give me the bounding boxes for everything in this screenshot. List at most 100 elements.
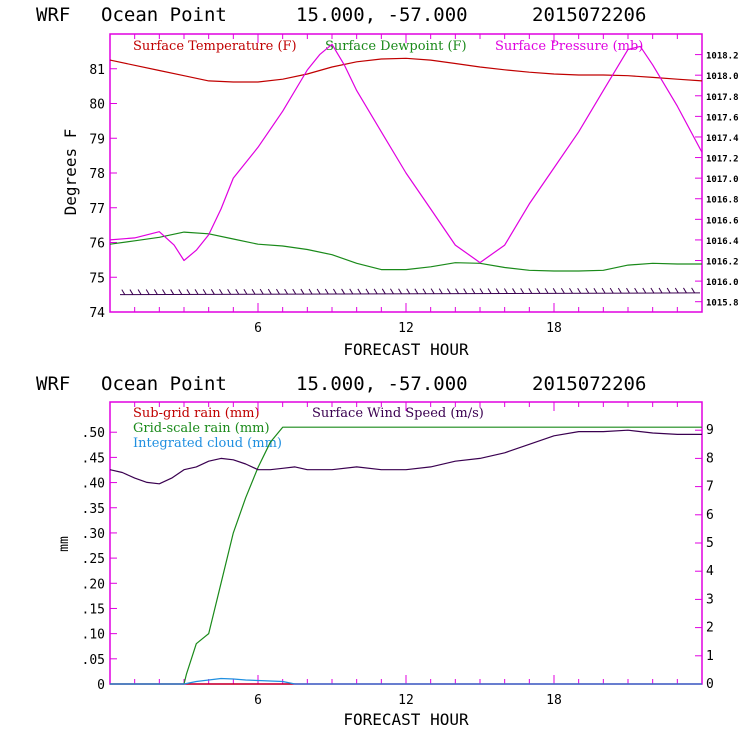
x-tick-label: 6 (254, 693, 262, 708)
panel-bottom-coords: 15.000, -57.000 (296, 373, 468, 395)
panel-bottom-run: 2015072206 (532, 373, 646, 395)
left-tick-label: 75 (89, 271, 105, 286)
wind-barb (398, 288, 402, 295)
wind-barb (153, 289, 158, 295)
wind-barb (219, 289, 223, 295)
right-tick-label: 1017.8 (706, 93, 739, 103)
wind-barb-baseline (119, 292, 701, 296)
panel-top-xlabel: FORECAST HOUR (343, 340, 469, 359)
left-tick-label: .20 (82, 577, 105, 592)
right-tick-label: 3 (706, 592, 714, 607)
legend-subgrid-rain: Sub-grid rain (mm) (133, 406, 260, 421)
wind-barb (650, 287, 655, 294)
wind-barb (569, 288, 573, 294)
wind-barb (349, 288, 354, 295)
right-tick-label: 6 (706, 508, 714, 523)
wind-barb (560, 288, 565, 294)
left-tick-label: .15 (82, 602, 105, 617)
series-line-surface-pressure-mb (109, 43, 703, 264)
wind-barb (642, 287, 647, 294)
left-tick-label: .30 (82, 527, 105, 542)
series-line-surface-temperature-f (109, 57, 703, 83)
wind-barb (235, 288, 240, 295)
right-tick-label: 1015.8 (706, 299, 739, 309)
wind-barb (341, 288, 346, 295)
left-tick-label: .10 (82, 628, 105, 643)
panel-bottom-series (109, 426, 702, 685)
wind-barb (227, 289, 232, 295)
wind-barb (463, 288, 468, 294)
right-tick-label: 1016.4 (706, 237, 739, 247)
left-tick-label: 77 (89, 202, 105, 217)
panel-top-run: 2015072206 (532, 4, 646, 26)
series-line-integrated-cloud-mm (110, 677, 702, 685)
wind-barb (121, 289, 126, 295)
wind-barb (666, 287, 671, 294)
panel-top-right-axis: 1015.8 1016.0 1016.2 1016.4 1016.6 1016.8 1017… (695, 52, 739, 309)
wind-barb (585, 287, 590, 294)
wind-barb (373, 288, 378, 295)
wind-barb (414, 288, 419, 294)
wind-barb (577, 287, 582, 294)
wind-barb (617, 287, 622, 294)
wind-barb (243, 288, 248, 295)
left-tick-label: .45 (82, 451, 105, 466)
series-line-surface-wind-speed-m-s (109, 429, 702, 485)
left-tick-label: .05 (82, 653, 105, 668)
legend-temperature: Surface Temperature (F) (133, 39, 297, 54)
right-tick-label: 1016.2 (706, 258, 739, 268)
left-tick-label: 0 (97, 678, 105, 693)
wind-barb (145, 289, 150, 295)
panel-top-left-axis: 74 75 76 77 78 79 80 81 (89, 63, 117, 321)
wind-barb (292, 288, 297, 295)
series-line-surface-dewpoint-f (109, 231, 702, 272)
panel-top-coords: 15.000, -57.000 (296, 4, 468, 26)
right-tick-label: 1018.2 (706, 52, 739, 62)
right-tick-label: 0 (706, 677, 714, 692)
panel-top-location: Ocean Point (101, 4, 227, 26)
wind-barb (276, 288, 280, 295)
wind-barb (520, 288, 525, 294)
wind-barb (308, 288, 313, 295)
series-line-grid-scale-rain-mm (110, 426, 702, 685)
right-tick-label: 1018.0 (706, 72, 739, 82)
panel-bottom-model: WRF (36, 373, 70, 395)
wind-barb (333, 288, 337, 295)
wind-barb (601, 287, 606, 294)
left-tick-label: .35 (82, 502, 105, 517)
panel-top-series (109, 43, 703, 296)
wind-barb (528, 288, 533, 294)
wind-barb (422, 288, 427, 294)
legend-pressure: Surface Pressure (mb) (495, 39, 643, 54)
wind-barb (365, 288, 370, 295)
panel-bottom-location: Ocean Point (101, 373, 227, 395)
legend-gridscale-rain: Grid-scale rain (mm) (133, 421, 270, 436)
legend-integrated-cloud: Integrated cloud (mm) (133, 436, 282, 451)
wind-barb (544, 288, 549, 294)
left-tick-label: .25 (82, 552, 105, 567)
x-tick-label: 18 (546, 321, 562, 336)
wind-barb (210, 289, 215, 295)
panel-bottom-ylabel: mm (57, 536, 72, 552)
wind-barb (202, 289, 207, 295)
panel-bottom: WRF Ocean Point 15.000, -57.000 20150722… (36, 373, 714, 729)
wind-barb (479, 288, 484, 294)
left-tick-label: .40 (82, 477, 105, 492)
wind-barb (324, 288, 329, 295)
right-tick-label: 5 (706, 536, 714, 551)
left-tick-label: 79 (89, 132, 105, 147)
left-tick-label: 81 (89, 63, 105, 78)
right-tick-label: 7 (706, 480, 714, 495)
wind-barb (170, 289, 175, 295)
x-tick-label: 12 (398, 321, 414, 336)
legend-dewpoint: Surface Dewpoint (F) (325, 39, 467, 54)
wind-barb (626, 287, 630, 294)
wind-barb (300, 288, 305, 295)
right-tick-label: 1016.6 (706, 216, 739, 226)
wind-barb (455, 288, 459, 294)
right-tick-label: 1016.0 (706, 278, 739, 288)
panel-bottom-left-axis: 0 .05 .10 .15 .20 .25 .30 .35 .40 .45 .50 (82, 426, 117, 693)
panel-bottom-right-axis: 0 1 2 3 4 5 6 7 8 9 (695, 423, 714, 692)
right-tick-label: 1017.6 (706, 113, 739, 123)
